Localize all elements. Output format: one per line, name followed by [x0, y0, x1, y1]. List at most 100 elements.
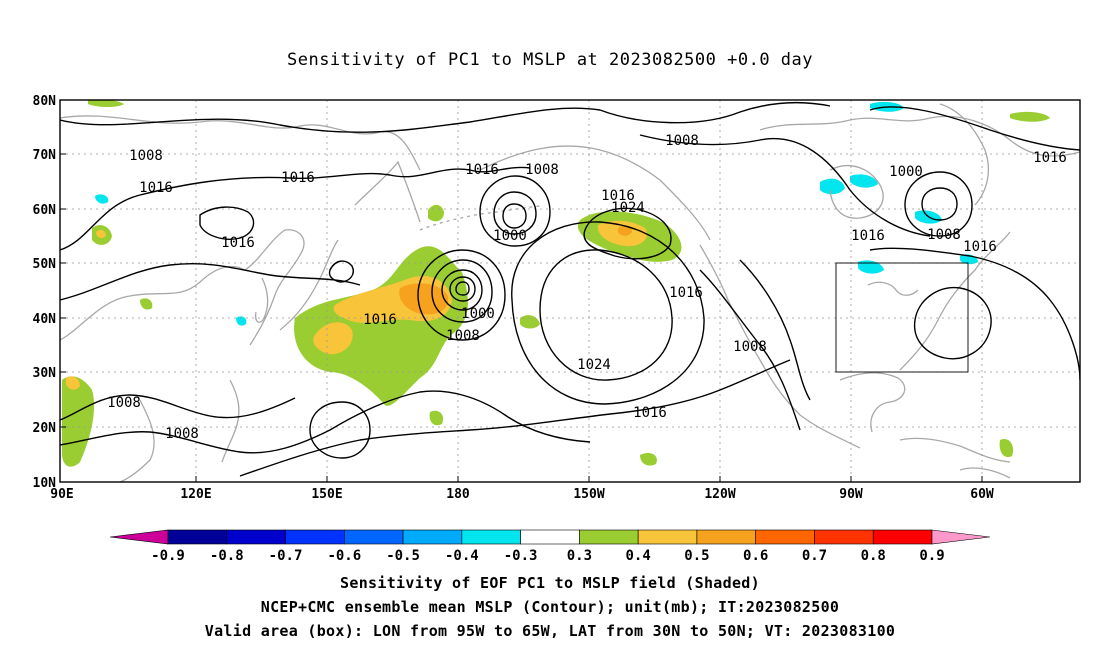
contour-ring-low-1e	[455, 281, 470, 296]
colorbar-label: -0.9	[151, 548, 185, 564]
contour-line	[60, 390, 591, 454]
colorbar-label: 0.8	[861, 548, 886, 564]
lon-label: 120W	[704, 487, 735, 502]
contour-label: 1000	[461, 306, 495, 322]
lon-label: 60W	[970, 487, 994, 502]
mslp-contours	[60, 101, 1080, 477]
contour-label: 1016	[221, 235, 255, 251]
coast-china	[60, 229, 305, 346]
contour-label: 1008	[927, 227, 961, 243]
colorbar-label: -0.6	[327, 548, 361, 564]
contour-ring-low-1	[417, 249, 506, 341]
caption-line-1: Sensitivity of EOF PC1 to MSLP field (Sh…	[340, 574, 760, 592]
contour-label: 1008	[446, 328, 480, 344]
colorbar-label: 0.3	[567, 548, 592, 564]
coast-greenland	[939, 103, 989, 206]
shade-yellow-sib	[96, 229, 106, 239]
contour-ring-low-2c	[502, 203, 527, 229]
coastlines	[60, 103, 1080, 482]
contour-ring-low-2	[479, 175, 551, 247]
colorbar-low-arrow	[109, 529, 169, 545]
lon-label: 90W	[839, 487, 863, 502]
shade-green-arctic	[88, 100, 124, 107]
colorbar-segment	[461, 529, 521, 545]
contour-label: 1016	[139, 180, 173, 196]
shade-green-west	[62, 376, 95, 467]
lat-label: 50N	[33, 257, 57, 272]
contour-line	[869, 247, 1080, 381]
shade-green-atl	[999, 438, 1014, 458]
colorbar-segment	[637, 529, 698, 545]
chart-title: Sensitivity of PC1 to MSLP at 2023082500…	[286, 50, 813, 70]
colorbar-segment	[520, 529, 580, 545]
colorbar-label: -0.8	[210, 548, 244, 564]
contour-label: 1008	[107, 395, 141, 411]
colorbar-label: -0.7	[269, 548, 303, 564]
lon-label: 180	[446, 487, 470, 502]
lat-label: 30N	[33, 366, 57, 381]
contour-label: 1024	[577, 357, 611, 373]
colorbar-segment	[226, 529, 286, 545]
contour-label: 1008	[665, 133, 699, 149]
contour-line	[599, 101, 831, 124]
contour-line	[60, 166, 531, 251]
contour-ring-low-1d	[449, 276, 476, 302]
shade-cyan-2	[850, 174, 878, 188]
contour-ring-high	[539, 249, 673, 381]
colorbar-segment	[285, 529, 345, 545]
coast-alaska	[479, 145, 711, 241]
colorbar-label: -0.5	[386, 548, 420, 564]
shade-cyan-1	[820, 178, 845, 195]
colorbar-label: 0.7	[802, 548, 827, 564]
contour-label: 1000	[493, 228, 527, 244]
colorbar-segment	[696, 529, 756, 545]
contour-ring-high-b	[511, 221, 705, 405]
colorbar-label: -0.4	[445, 548, 479, 564]
contour-label: 1016	[465, 162, 499, 178]
coast-aleutians	[419, 205, 541, 231]
shade-green-kamchatka	[428, 204, 444, 222]
contour-ring-west-1	[309, 401, 371, 459]
lat-label: 20N	[33, 421, 57, 436]
coast-kamchatka	[354, 160, 421, 223]
contour-label: 1016	[281, 170, 315, 186]
contour-label: 1016	[963, 239, 997, 255]
coast-caribbean	[899, 437, 1011, 463]
shade-green-mid	[520, 315, 540, 329]
lat-label: 80N	[33, 94, 57, 109]
map-frame	[59, 99, 1081, 483]
contour-label: 1016	[363, 312, 397, 328]
shade-cyan-5	[858, 260, 884, 274]
contour-label: 1000	[889, 164, 923, 180]
caption-line-3: Valid area (box): LON from 95W to 65W, L…	[204, 622, 896, 640]
colorbar-segment	[814, 529, 874, 545]
contour-line	[699, 269, 801, 431]
caption-line-2: NCEP+CMC ensemble mean MSLP (Contour); u…	[260, 598, 840, 616]
shade-green-arctic2	[1010, 111, 1050, 122]
shade-cyan-7	[95, 194, 109, 204]
lon-label: 120E	[180, 487, 211, 502]
contour-label: 1016	[669, 285, 703, 301]
colorbar-label: 0.6	[743, 548, 768, 564]
contour-labels: 1008 1016 1016 1016 1016 1008 1016 1000 …	[107, 133, 1067, 421]
coast-na-east	[899, 231, 1011, 371]
contour-label: 1008	[165, 426, 199, 442]
colorbar	[109, 529, 991, 545]
contour-line	[639, 134, 931, 237]
tick-marks	[60, 153, 983, 482]
shade-orange-gulf	[618, 225, 632, 236]
lon-label: 150E	[311, 487, 342, 502]
contour-ring-west-3	[328, 260, 354, 283]
contour-ring-low-1c	[441, 269, 483, 311]
coast-philippines	[221, 379, 240, 463]
contour-label: 1024	[611, 200, 645, 216]
contour-label: 1016	[601, 188, 635, 204]
lat-label: 70N	[33, 148, 57, 163]
shade-green-south	[640, 453, 657, 466]
coast-na-west	[699, 244, 861, 449]
colorbar-labels: -0.9 -0.8 -0.7 -0.6 -0.5 -0.4 -0.3 0.3 0.4 0.5 0.6…	[151, 548, 945, 564]
colorbar-segment	[402, 529, 463, 545]
colorbar-label: -0.3	[504, 548, 538, 564]
coast-japan	[279, 239, 339, 331]
colorbar-segment	[344, 529, 404, 545]
